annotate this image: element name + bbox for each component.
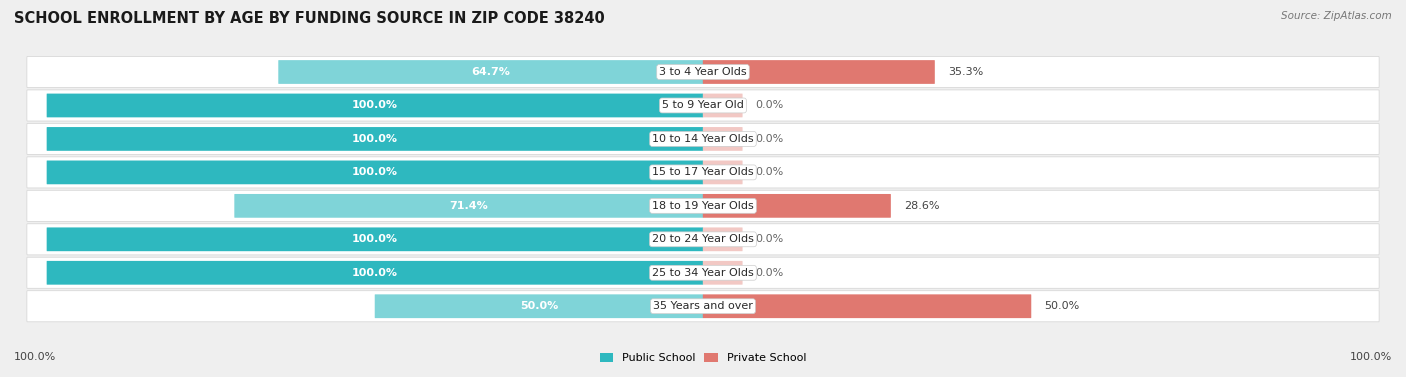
Text: 35 Years and over: 35 Years and over [652, 301, 754, 311]
Text: 10 to 14 Year Olds: 10 to 14 Year Olds [652, 134, 754, 144]
Text: 100.0%: 100.0% [352, 101, 398, 110]
Text: 35.3%: 35.3% [948, 67, 983, 77]
Text: 100.0%: 100.0% [352, 234, 398, 244]
FancyBboxPatch shape [46, 161, 703, 184]
FancyBboxPatch shape [375, 294, 703, 318]
Text: 50.0%: 50.0% [520, 301, 558, 311]
Text: 15 to 17 Year Olds: 15 to 17 Year Olds [652, 167, 754, 178]
FancyBboxPatch shape [703, 127, 742, 151]
Text: 100.0%: 100.0% [352, 134, 398, 144]
FancyBboxPatch shape [703, 60, 935, 84]
Text: 0.0%: 0.0% [755, 268, 783, 278]
Text: SCHOOL ENROLLMENT BY AGE BY FUNDING SOURCE IN ZIP CODE 38240: SCHOOL ENROLLMENT BY AGE BY FUNDING SOUR… [14, 11, 605, 26]
FancyBboxPatch shape [27, 190, 1379, 221]
FancyBboxPatch shape [27, 224, 1379, 255]
FancyBboxPatch shape [27, 123, 1379, 155]
Text: 0.0%: 0.0% [755, 101, 783, 110]
FancyBboxPatch shape [703, 261, 742, 285]
Text: 25 to 34 Year Olds: 25 to 34 Year Olds [652, 268, 754, 278]
FancyBboxPatch shape [703, 161, 742, 184]
FancyBboxPatch shape [27, 291, 1379, 322]
Text: 100.0%: 100.0% [1350, 352, 1392, 362]
Text: Source: ZipAtlas.com: Source: ZipAtlas.com [1281, 11, 1392, 21]
Text: 0.0%: 0.0% [755, 134, 783, 144]
Text: 50.0%: 50.0% [1045, 301, 1080, 311]
Legend: Public School, Private School: Public School, Private School [595, 348, 811, 368]
Text: 100.0%: 100.0% [14, 352, 56, 362]
FancyBboxPatch shape [46, 127, 703, 151]
Text: 0.0%: 0.0% [755, 167, 783, 178]
FancyBboxPatch shape [703, 93, 742, 117]
FancyBboxPatch shape [46, 227, 703, 251]
Text: 18 to 19 Year Olds: 18 to 19 Year Olds [652, 201, 754, 211]
FancyBboxPatch shape [278, 60, 703, 84]
FancyBboxPatch shape [703, 194, 891, 218]
Text: 3 to 4 Year Olds: 3 to 4 Year Olds [659, 67, 747, 77]
FancyBboxPatch shape [703, 294, 1031, 318]
Text: 28.6%: 28.6% [904, 201, 939, 211]
FancyBboxPatch shape [46, 261, 703, 285]
Text: 20 to 24 Year Olds: 20 to 24 Year Olds [652, 234, 754, 244]
FancyBboxPatch shape [27, 257, 1379, 288]
Text: 71.4%: 71.4% [450, 201, 488, 211]
FancyBboxPatch shape [27, 90, 1379, 121]
FancyBboxPatch shape [46, 93, 703, 117]
Text: 0.0%: 0.0% [755, 234, 783, 244]
Text: 100.0%: 100.0% [352, 167, 398, 178]
Text: 64.7%: 64.7% [471, 67, 510, 77]
FancyBboxPatch shape [27, 57, 1379, 87]
FancyBboxPatch shape [27, 157, 1379, 188]
FancyBboxPatch shape [703, 227, 742, 251]
Text: 5 to 9 Year Old: 5 to 9 Year Old [662, 101, 744, 110]
FancyBboxPatch shape [235, 194, 703, 218]
Text: 100.0%: 100.0% [352, 268, 398, 278]
